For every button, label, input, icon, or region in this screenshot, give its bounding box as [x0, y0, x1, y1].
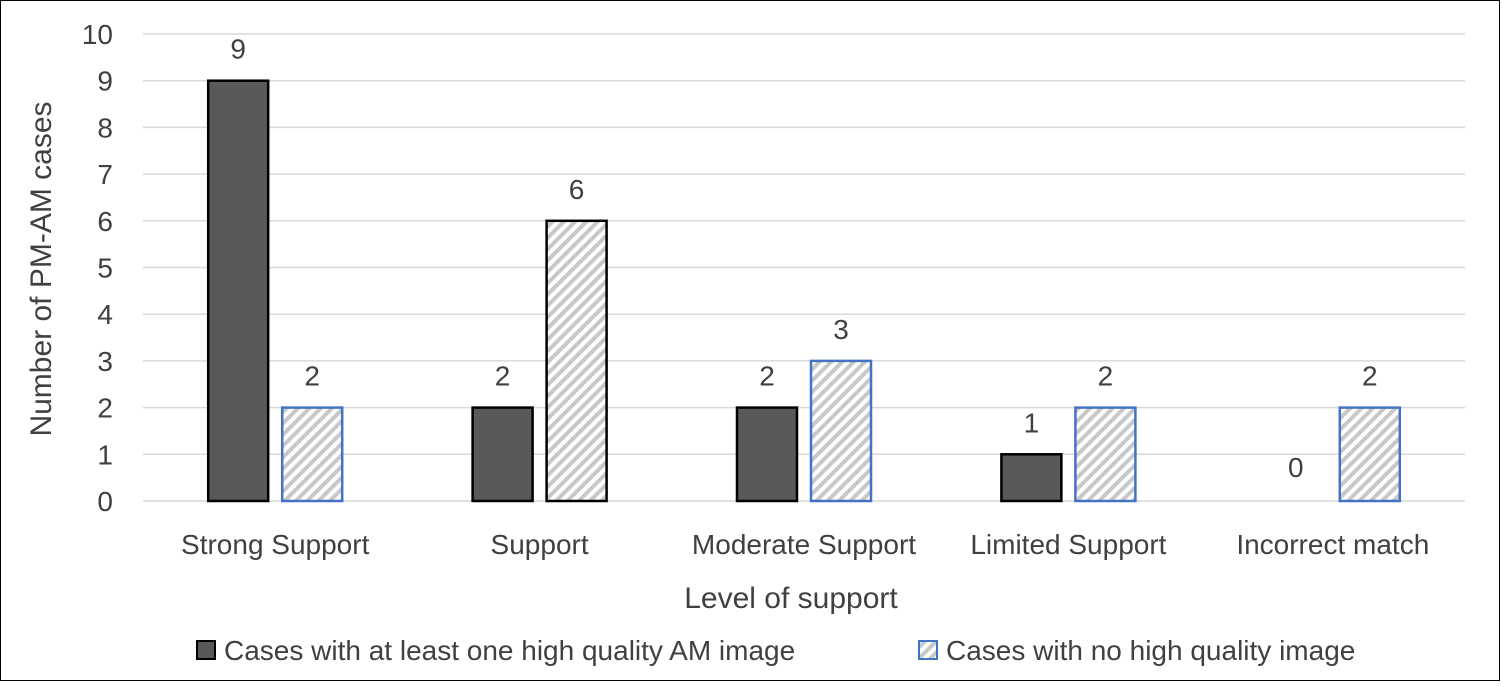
y-tick-label: 0	[97, 486, 113, 517]
x-axis-title: Level of support	[684, 582, 898, 615]
legend-swatch-high-quality	[196, 640, 216, 660]
bar-high-quality	[735, 406, 799, 503]
data-label: 2	[1362, 361, 1378, 392]
y-tick-label: 6	[97, 206, 113, 237]
y-tick-label: 3	[97, 346, 113, 377]
data-label: 6	[569, 174, 585, 205]
legend-label: Cases with no high quality image	[946, 635, 1355, 666]
data-label: 2	[495, 361, 511, 392]
x-tick-label: Incorrect match	[1236, 529, 1429, 560]
y-tick-label: 7	[97, 159, 113, 190]
data-label: 3	[833, 314, 849, 345]
y-tick-label: 2	[97, 393, 113, 424]
x-tick-label: Support	[491, 529, 589, 560]
bar-no-high-quality	[280, 406, 344, 503]
bar-high-quality	[1000, 453, 1063, 503]
legend-swatch-no-high-quality	[918, 640, 938, 660]
bar-high-quality	[206, 79, 270, 503]
bar-no-high-quality	[545, 219, 608, 503]
bar-no-high-quality	[809, 359, 873, 503]
y-tick-label: 5	[97, 253, 113, 284]
data-label: 2	[1098, 361, 1114, 392]
x-tick-label: Moderate Support	[692, 529, 916, 560]
data-label: 9	[230, 34, 246, 65]
x-tick-labels: Strong Support Support Moderate Support Lim…	[181, 529, 1429, 560]
legend: Cases with at least one high quality AM …	[196, 635, 1355, 666]
gridlines	[143, 33, 1465, 502]
data-label: 2	[304, 361, 320, 392]
y-tick-label: 10	[82, 19, 113, 50]
y-axis-title: Number of PM-AM cases	[25, 101, 58, 436]
data-labels: 9 2 2 6 2 3 1 2 0 2	[230, 34, 1377, 483]
y-tick-label: 4	[97, 299, 113, 330]
x-tick-label: Limited Support	[970, 529, 1166, 560]
y-tick-label: 8	[97, 112, 113, 143]
y-tick-label: 1	[97, 439, 113, 470]
data-label: 2	[759, 361, 775, 392]
bar-no-high-quality	[1338, 406, 1402, 503]
y-tick-label: 9	[97, 66, 113, 97]
bar-high-quality	[471, 406, 534, 503]
data-label: 1	[1024, 407, 1040, 438]
data-label: 0	[1288, 452, 1304, 483]
legend-label: Cases with at least one high quality AM …	[224, 635, 795, 666]
x-tick-label: Strong Support	[181, 529, 370, 560]
y-tick-labels: 0 1 2 3 4 5 6 7 8 9 10	[82, 19, 113, 517]
bar-no-high-quality	[1074, 406, 1137, 503]
bars	[206, 79, 1402, 503]
